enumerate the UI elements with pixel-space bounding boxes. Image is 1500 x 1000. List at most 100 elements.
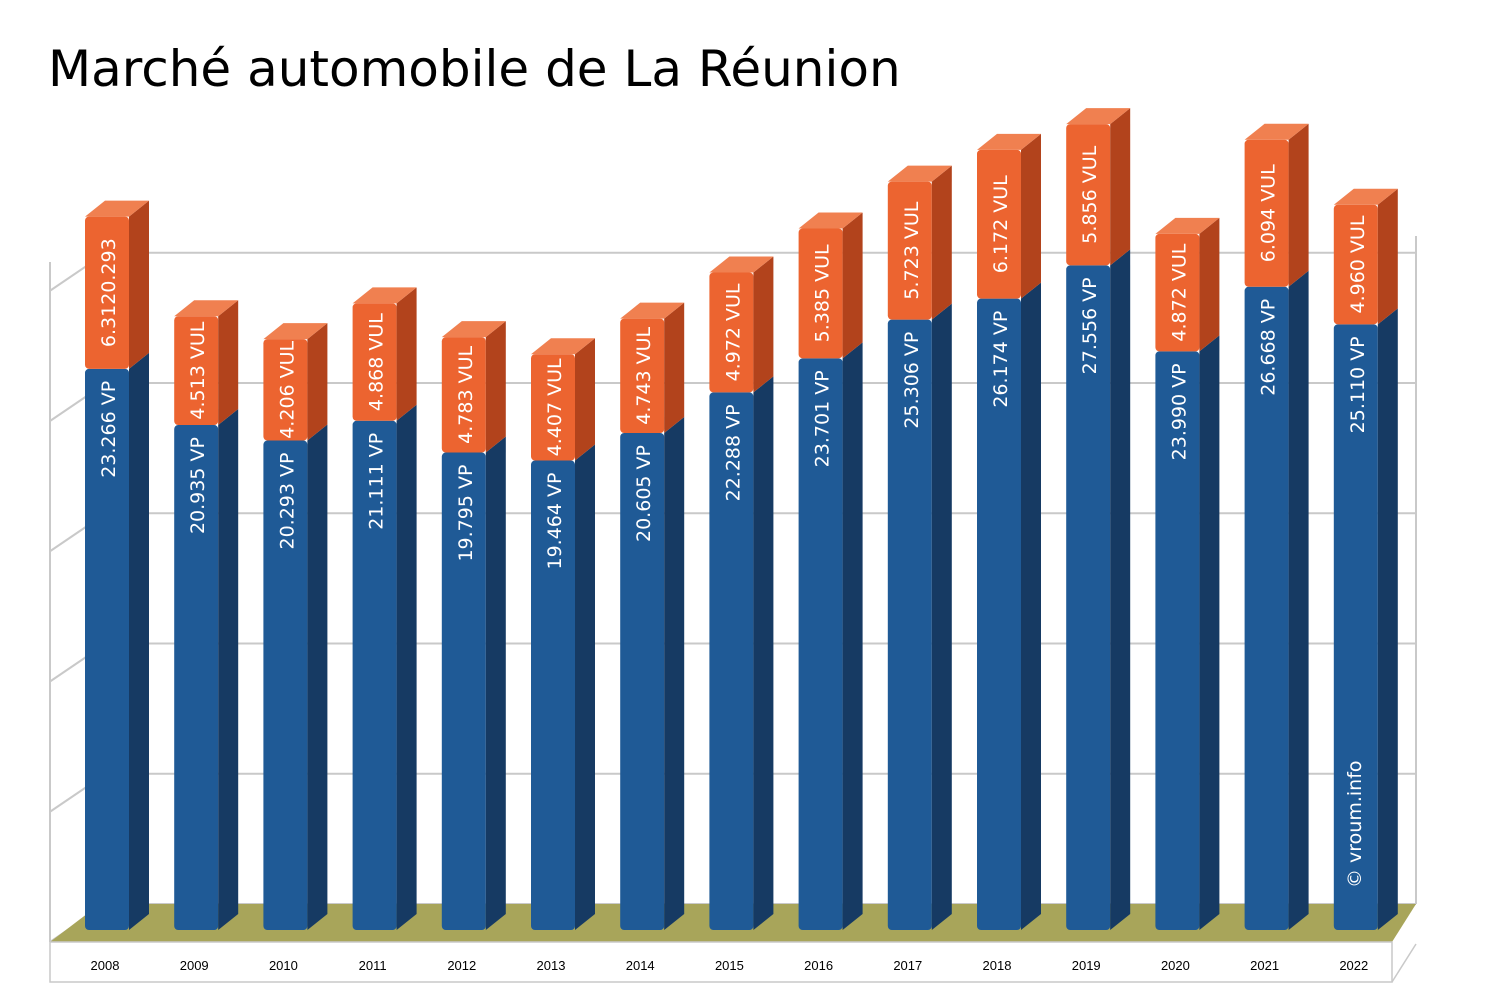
- bar-vul-front: [1066, 124, 1111, 266]
- bar-vul: [977, 133, 1041, 299]
- bar-vp-side: [307, 424, 328, 930]
- bar-vp: [352, 404, 417, 930]
- bar-top: [263, 323, 328, 340]
- bar-vul-front: [709, 272, 754, 393]
- bar-vul-side: [1199, 217, 1220, 352]
- vp-data-label: 19.464 VP: [544, 473, 566, 570]
- bar-vul-front: [441, 337, 486, 453]
- vp-data-label: 21.111 VP: [366, 433, 388, 530]
- bar-vul-side: [485, 321, 506, 453]
- bar-vul: [1244, 123, 1309, 287]
- bar-vul-front: [1244, 139, 1289, 287]
- vul-data-label: 4.513 VUL: [187, 321, 209, 419]
- bar-vul: [531, 338, 595, 461]
- x-tick-label: 2009: [180, 958, 209, 973]
- bar-vp: [620, 417, 685, 930]
- bar-vp-front: [1066, 265, 1111, 931]
- vul-data-label: 5.385 VUL: [812, 244, 834, 342]
- bar-vp: [1066, 249, 1131, 931]
- bar-top: [352, 287, 417, 304]
- bar-vp-front: [263, 440, 308, 930]
- bar-vul: [798, 212, 863, 359]
- bar-vul: [85, 200, 149, 369]
- vp-data-label: 20.605 VP: [633, 445, 655, 542]
- x-tick-label: 2014: [626, 958, 655, 973]
- bar-top: [441, 321, 506, 338]
- bar-vp-side: [485, 436, 506, 930]
- bar-vp-side: [1377, 308, 1398, 930]
- bar-vul-side: [396, 287, 417, 421]
- vul-data-label: 4.783 VUL: [455, 345, 477, 443]
- bar-top: [620, 302, 685, 319]
- vp-data-label: 25.110 VP: [1347, 336, 1369, 433]
- bar-vp: [441, 436, 506, 930]
- bar-vp-side: [842, 342, 863, 930]
- labels-layer: 23.266 VP 6.3120.293 20.935 VP 4.513 VUL 20.…: [98, 145, 1369, 569]
- bar-vp-front: [798, 358, 843, 930]
- bar-vp-side: [218, 409, 239, 930]
- x-tick-label: 2022: [1339, 958, 1368, 973]
- bar-vul: [1066, 108, 1131, 266]
- bar-vul-side: [1377, 188, 1398, 325]
- vp-data-label: 26.174 VP: [990, 311, 1012, 408]
- bar-vp-side: [575, 444, 595, 930]
- vul-data-label: 4.206 VUL: [276, 340, 298, 438]
- bar-top: [977, 133, 1041, 150]
- bar-vul-side: [664, 302, 685, 434]
- bar-vp-side: [129, 352, 149, 930]
- x-tick-label: 2011: [359, 958, 387, 973]
- bar-vp-front: [1155, 351, 1200, 930]
- bar-vul-side: [1288, 123, 1309, 287]
- vul-data-label: 6.3120.293: [98, 238, 120, 347]
- bar-top: [887, 165, 952, 182]
- bar-vp-front: [977, 298, 1021, 930]
- bar-vul-front: [263, 339, 308, 441]
- vul-data-label: 5.723 VUL: [901, 201, 923, 299]
- bar-vp-front: [887, 319, 932, 931]
- bar-top: [798, 212, 863, 229]
- bar-vul: [1333, 188, 1398, 325]
- bar-vp-side: [931, 303, 952, 931]
- bar-vul-side: [307, 323, 328, 441]
- bar-vp-side: [1110, 249, 1131, 931]
- vul-data-label: 4.743 VUL: [633, 326, 655, 424]
- bar-vul-side: [842, 212, 863, 359]
- vp-data-label: 23.266 VP: [98, 381, 120, 478]
- bar-vp-front: [1333, 324, 1378, 930]
- category-band-edge: [1391, 943, 1417, 983]
- bar-vul: [263, 323, 328, 441]
- bar-vp: [531, 444, 595, 930]
- vul-data-label: 6.094 VUL: [1258, 164, 1280, 262]
- bar-vul-side: [1021, 133, 1041, 299]
- bar-vul-front: [1155, 233, 1200, 352]
- x-tick-label: 2021: [1250, 958, 1279, 973]
- bar-top: [1244, 123, 1309, 140]
- bar-vul-front: [85, 216, 129, 369]
- bar-top: [709, 256, 774, 273]
- bar-vp: [798, 342, 863, 930]
- bar-vul-side: [218, 300, 239, 426]
- bars-layer: [85, 108, 1398, 931]
- vul-data-label: 4.872 VUL: [1168, 243, 1190, 341]
- bar-vp-front: [1244, 286, 1289, 931]
- bar-vul: [441, 321, 506, 453]
- bar-vp-front: [352, 420, 397, 930]
- x-tick-label: 2008: [91, 958, 120, 973]
- vp-data-label: 27.556 VP: [1079, 277, 1101, 374]
- bar-vul-side: [575, 338, 595, 461]
- vp-data-label: 20.293 VP: [276, 453, 298, 550]
- bar-vul: [1155, 217, 1220, 352]
- chart-title: Marché automobile de La Réunion: [48, 40, 901, 98]
- bar-top: [531, 338, 595, 355]
- vp-data-label: 23.701 VP: [812, 370, 834, 467]
- vul-data-label: 4.960 VUL: [1347, 215, 1369, 313]
- bar-vp: [709, 376, 774, 930]
- bar-vul-side: [931, 165, 952, 320]
- x-tick-label: 2010: [269, 958, 298, 973]
- vul-data-label: 5.856 VUL: [1079, 145, 1101, 243]
- x-tick-label: 2016: [804, 958, 833, 973]
- vp-data-label: 19.795 VP: [455, 465, 477, 562]
- bar-vp-front: [174, 425, 219, 930]
- bar-vul: [352, 287, 417, 421]
